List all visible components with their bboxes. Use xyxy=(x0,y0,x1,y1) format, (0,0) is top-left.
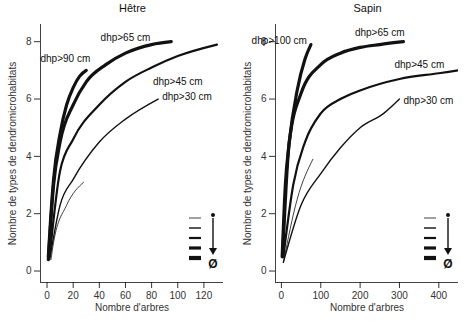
svg-text:Nombre de types de dendromicro: Nombre de types de dendromicrohabitats xyxy=(7,62,18,245)
svg-text:2: 2 xyxy=(26,208,32,219)
svg-text:Nombre d'arbres: Nombre d'arbres xyxy=(330,302,404,313)
svg-text:dhp>65 cm: dhp>65 cm xyxy=(355,27,405,38)
svg-text:400: 400 xyxy=(430,290,447,301)
svg-text:Ø: Ø xyxy=(443,257,452,271)
svg-text:dhp>65 cm: dhp>65 cm xyxy=(101,32,151,43)
svg-text:0: 0 xyxy=(279,290,285,301)
svg-text:120: 120 xyxy=(196,290,213,301)
svg-text:100: 100 xyxy=(312,290,329,301)
svg-text:80: 80 xyxy=(146,290,158,301)
html-text:Hêtre: Hêtre xyxy=(119,2,146,14)
html-text:Sapin: Sapin xyxy=(353,2,382,14)
svg-text:40: 40 xyxy=(94,290,106,301)
svg-text:dhp>90 cm: dhp>90 cm xyxy=(40,53,90,64)
svg-text:dhp>45 cm: dhp>45 cm xyxy=(394,59,444,70)
svg-text:Nombre de types de dendromicro: Nombre de types de dendromicrohabitats xyxy=(242,62,253,245)
svg-text:60: 60 xyxy=(120,290,132,301)
svg-text:dhp>30 cm: dhp>30 cm xyxy=(403,95,453,106)
svg-text:Nombre d'arbres: Nombre d'arbres xyxy=(95,302,169,313)
svg-text:20: 20 xyxy=(68,290,80,301)
svg-text:6: 6 xyxy=(26,93,32,104)
svg-text:100: 100 xyxy=(169,290,186,301)
svg-text:0: 0 xyxy=(44,290,50,301)
svg-text:8: 8 xyxy=(26,36,32,47)
svg-text:dhp>30 cm: dhp>30 cm xyxy=(162,91,212,102)
svg-text:4: 4 xyxy=(261,151,267,162)
svg-text:0: 0 xyxy=(261,265,267,276)
svg-text:Ø: Ø xyxy=(208,257,217,271)
svg-text:200: 200 xyxy=(352,290,369,301)
svg-text:dhp>100 cm: dhp>100 cm xyxy=(252,35,307,46)
svg-text:4: 4 xyxy=(26,151,32,162)
svg-text:0: 0 xyxy=(26,265,32,276)
svg-text:300: 300 xyxy=(391,290,408,301)
svg-text:dhp>45 cm: dhp>45 cm xyxy=(153,76,203,87)
svg-text:6: 6 xyxy=(261,93,267,104)
svg-text:2: 2 xyxy=(261,208,267,219)
